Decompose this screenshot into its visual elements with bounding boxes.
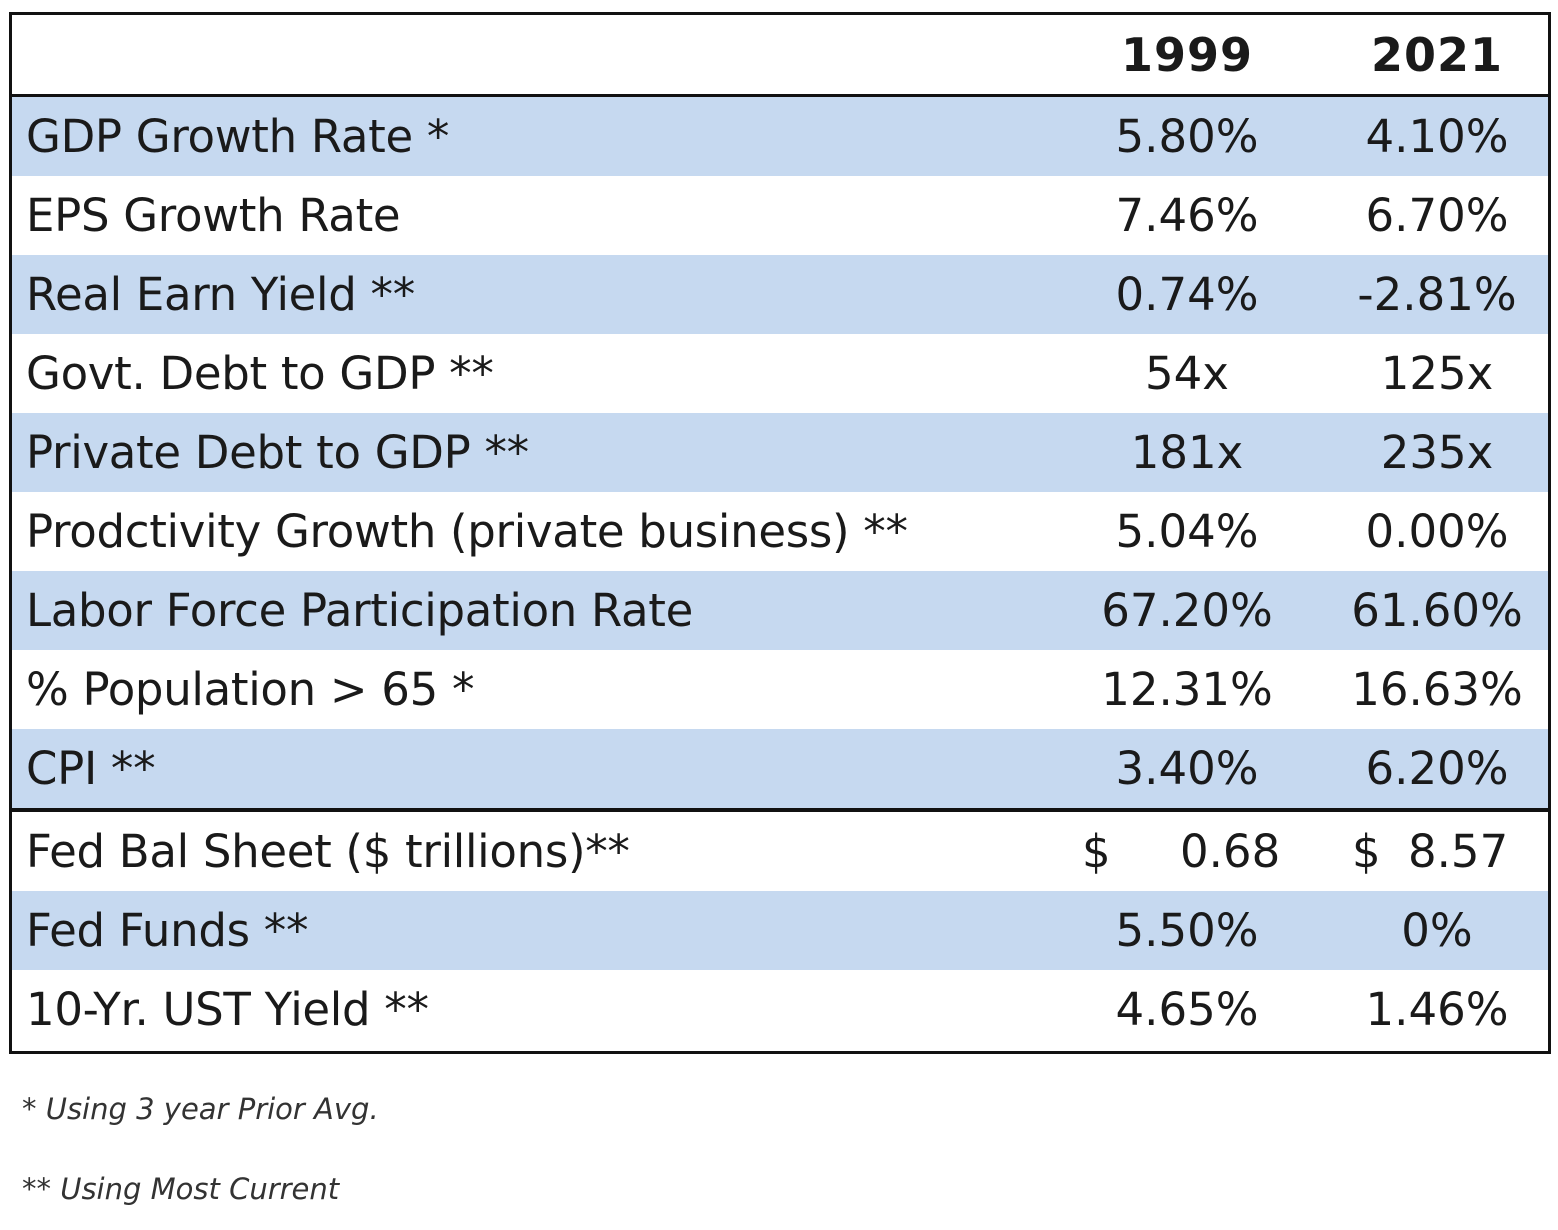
value-1999: 5.80%	[1115, 110, 1259, 163]
row-label: GDP Growth Rate *	[26, 110, 450, 163]
value-1999: 5.04%	[1115, 505, 1259, 558]
table-row: Govt. Debt to GDP ** 54x 125x	[12, 334, 1548, 413]
value-1999: 54x	[1145, 347, 1229, 400]
table-row: Labor Force Participation Rate 67.20% 61…	[12, 571, 1548, 650]
table-row: GDP Growth Rate * 5.80% 4.10%	[12, 97, 1548, 176]
value-2021: 125x	[1380, 347, 1494, 400]
row-label: 10-Yr. UST Yield **	[26, 983, 429, 1036]
table-row: CPI ** 3.40% 6.20%	[12, 729, 1548, 808]
value-2021: 6.20%	[1365, 742, 1509, 795]
row-label: Fed Bal Sheet ($ trillions)**	[26, 825, 630, 878]
value-2021: 6.70%	[1365, 189, 1509, 242]
row-label: % Population > 65 *	[26, 663, 475, 716]
row-label: CPI **	[26, 742, 156, 795]
section-divider	[12, 808, 1548, 812]
value-1999: 7.46%	[1115, 189, 1259, 242]
value-1999: 3.40%	[1115, 742, 1259, 795]
value-1999: 4.65%	[1115, 983, 1259, 1036]
value-2021: 0%	[1401, 904, 1473, 957]
table-row: Prodctivity Growth (private business) **…	[12, 492, 1548, 571]
table-row: % Population > 65 * 12.31% 16.63%	[12, 650, 1548, 729]
value-1999: 67.20%	[1101, 584, 1273, 637]
row-label: Labor Force Participation Rate	[26, 584, 694, 637]
currency-symbol-2021: $	[1352, 825, 1381, 878]
table-row: Fed Funds ** 5.50% 0%	[12, 891, 1548, 970]
table-header-row: 1999 2021	[12, 15, 1548, 97]
footnote-single-star: * Using 3 year Prior Avg.	[22, 1092, 379, 1126]
value-2021: 16.63%	[1351, 663, 1523, 716]
table-row: EPS Growth Rate 7.46% 6.70%	[12, 176, 1548, 255]
table-row: Real Earn Yield ** 0.74% -2.81%	[12, 255, 1548, 334]
value-1999: 12.31%	[1101, 663, 1273, 716]
value-2021: 0.00%	[1365, 505, 1509, 558]
footnote-double-star: ** Using Most Current	[22, 1172, 340, 1206]
value-1999: 0.74%	[1115, 268, 1259, 321]
value-2021: 1.46%	[1365, 983, 1509, 1036]
header-2021: 2021	[1370, 27, 1504, 82]
value-1999: 181x	[1130, 426, 1244, 479]
value-1999: 5.50%	[1115, 904, 1259, 957]
value-2021: 4.10%	[1365, 110, 1509, 163]
value-2021: 8.57	[1408, 825, 1509, 878]
value-2021: -2.81%	[1357, 268, 1517, 321]
value-1999: 0.68	[1180, 825, 1281, 878]
table-row: Private Debt to GDP ** 181x 235x	[12, 413, 1548, 492]
currency-symbol-1999: $	[1082, 825, 1111, 878]
row-label: Private Debt to GDP **	[26, 426, 529, 479]
row-label: Prodctivity Growth (private business) **	[26, 505, 908, 558]
value-2021: 61.60%	[1351, 584, 1523, 637]
comparison-table: 1999 2021 GDP Growth Rate * 5.80% 4.10% …	[9, 12, 1551, 1054]
row-label: Real Earn Yield **	[26, 268, 415, 321]
row-label: Govt. Debt to GDP **	[26, 347, 494, 400]
header-1999: 1999	[1120, 27, 1254, 82]
row-label: EPS Growth Rate	[26, 189, 401, 242]
table-row: 10-Yr. UST Yield ** 4.65% 1.46%	[12, 970, 1548, 1049]
row-label: Fed Funds **	[26, 904, 309, 957]
table-row: Fed Bal Sheet ($ trillions)** $ 0.68 $ 8…	[12, 812, 1548, 891]
value-2021: 235x	[1380, 426, 1494, 479]
